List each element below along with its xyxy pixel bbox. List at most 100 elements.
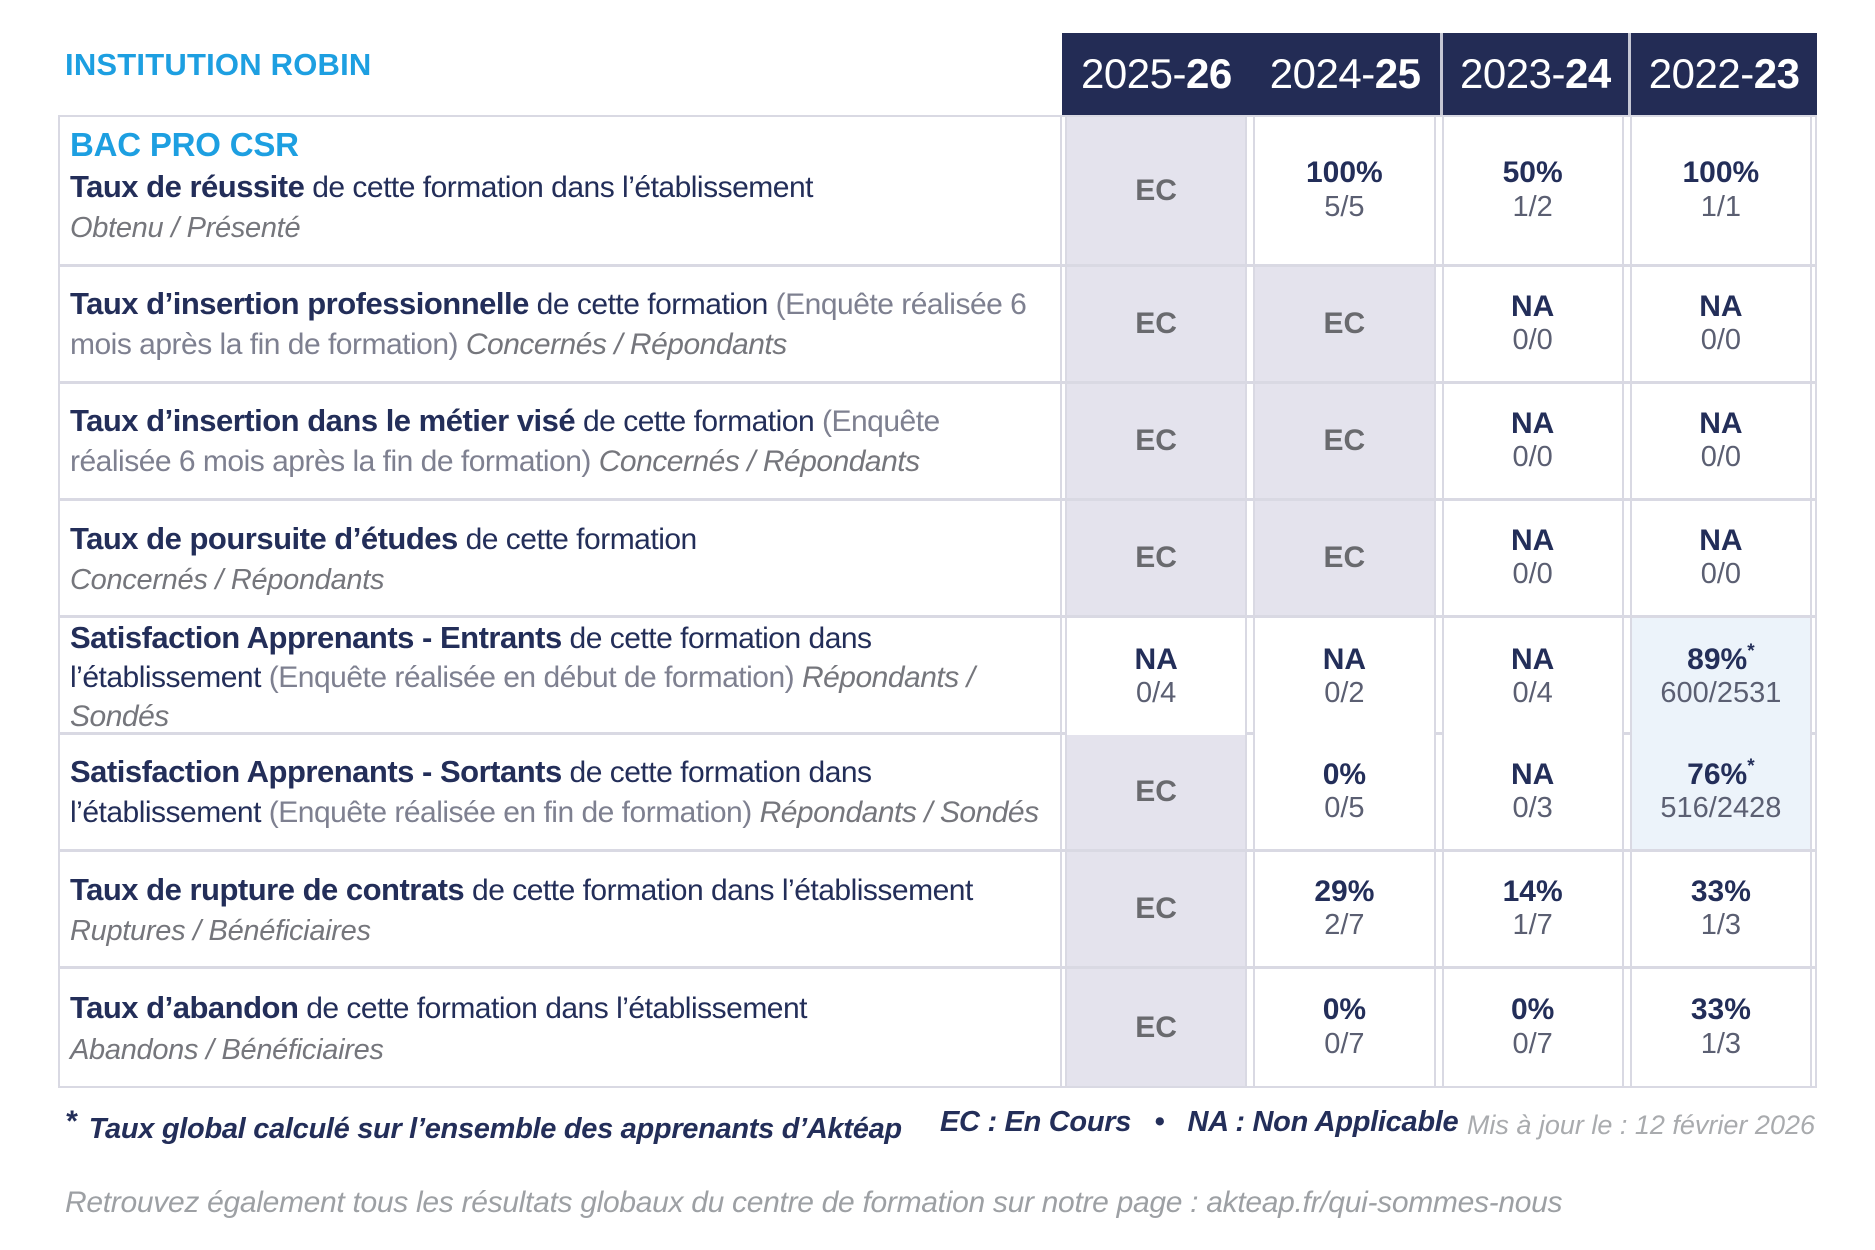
result-value: EC: [1135, 173, 1177, 207]
footnote-note: Taux global calculé sur l’ensemble des a…: [88, 1113, 902, 1145]
result-fraction: 0/0: [1700, 441, 1742, 474]
table-row: Taux d’insertion professionnelle de cett…: [60, 267, 1815, 384]
result-cell: NA 0/2: [1253, 618, 1436, 737]
row-label-line: Satisfaction Apprenants - Entrants de ce…: [70, 618, 1044, 736]
result-value: 100%: [1306, 156, 1383, 190]
row-survey-note: (Enquête réalisée en fin de formation): [268, 795, 760, 829]
table-row: Satisfaction Apprenants - Entrants de ce…: [60, 618, 1815, 737]
footnote-asterisk: *: [65, 1105, 77, 1138]
row-label-cell: Taux de rupture de contrats de cette for…: [60, 852, 1062, 966]
result-cell: 33% 1/3: [1629, 969, 1812, 1086]
result-cell: NA 0/3: [1441, 735, 1624, 849]
row-title: Taux d’insertion professionnelle: [70, 286, 529, 322]
year-header-bar: 2025- 26 2024- 25 2023- 24 2022- 23: [1062, 33, 1817, 115]
year-cell: 2023- 24: [1439, 33, 1629, 115]
year-cell: 2025- 26: [1062, 33, 1251, 115]
star-superscript: *: [1747, 640, 1755, 662]
legend-text: EC : En Cours • NA : Non Applicable: [940, 1106, 1459, 1138]
result-fraction: 516/2428: [1660, 792, 1782, 825]
result-value: 33%: [1690, 993, 1751, 1027]
result-value: NA: [1510, 642, 1555, 676]
row-description: de cette formation dans l’établissement: [304, 171, 813, 204]
result-value: EC: [1135, 775, 1177, 809]
row-label-cell: Taux d’insertion dans le métier visé de …: [60, 384, 1062, 498]
row-label-cell: Taux d’abandon de cette formation dans l…: [60, 969, 1062, 1086]
year-prefix: 2025-: [1081, 50, 1186, 97]
row-title: Satisfaction Apprenants - Sortants: [70, 754, 562, 790]
result-fraction: 5/5: [1324, 190, 1365, 223]
result-value: NA: [1134, 642, 1178, 676]
result-cell: 0% 0/7: [1441, 969, 1624, 1086]
result-value: NA: [1510, 523, 1555, 557]
result-fraction: 600/2531: [1660, 677, 1782, 710]
result-cell: EC: [1065, 384, 1248, 498]
result-value: 76%*: [1687, 755, 1755, 791]
row-label-cell: Taux d’insertion professionnelle de cett…: [60, 267, 1062, 381]
row-description: de cette formation dans l’établissement: [70, 622, 872, 695]
result-value: EC: [1323, 307, 1366, 341]
result-value: 0%: [1510, 993, 1555, 1027]
result-cell: 14% 1/7: [1441, 852, 1624, 966]
result-value: NA: [1699, 523, 1743, 557]
result-fraction: 1/3: [1700, 909, 1742, 942]
result-value: NA: [1510, 289, 1555, 323]
table-row: Satisfaction Apprenants - Sortants de ce…: [60, 735, 1815, 852]
row-description: de cette formation: [457, 522, 698, 556]
result-cell: 50% 1/2: [1441, 117, 1624, 264]
result-fraction: 0/7: [1512, 1027, 1553, 1060]
result-value: NA: [1510, 406, 1555, 440]
result-cell: EC: [1065, 852, 1248, 966]
result-cell: EC: [1253, 384, 1436, 498]
row-survey-note: (Enquête réalisée 6 mois après la fin de…: [70, 288, 1027, 361]
institution-title: INSTITUTION ROBIN: [65, 47, 372, 82]
row-label-cell: Taux de poursuite d’études de cette form…: [60, 501, 1062, 615]
result-value: EC: [1323, 541, 1366, 575]
result-fraction: 1/1: [1700, 190, 1742, 223]
result-value: 89%*: [1687, 640, 1755, 676]
year-suffix: 24: [1564, 50, 1611, 97]
row-label-cell: BAC PRO CSR Taux de réussite de cette for…: [60, 117, 1062, 264]
result-value: EC: [1323, 424, 1366, 458]
result-cell: 100% 1/1: [1629, 117, 1812, 264]
year-cell: 2022- 23: [1628, 33, 1817, 115]
result-value: 50%: [1502, 156, 1563, 190]
result-value: NA: [1699, 289, 1743, 323]
result-cell: NA 0/4: [1441, 618, 1624, 737]
row-title: Taux d’abandon: [70, 990, 299, 1026]
result-cell: 0% 0/5: [1253, 735, 1436, 849]
result-fraction: 0/0: [1512, 441, 1553, 474]
star-superscript: *: [1747, 755, 1755, 777]
result-cell: 100% 5/5: [1253, 117, 1436, 264]
bottom-note: Retrouvez également tous les résultats g…: [65, 1186, 1563, 1219]
result-value: 0%: [1322, 757, 1367, 791]
table-row: Taux d’insertion dans le métier visé de …: [60, 384, 1815, 501]
row-title: Taux de réussite: [70, 169, 305, 204]
footnote-row: * Taux global calculé sur l’ensemble des …: [65, 1105, 1817, 1149]
row-title: Satisfaction Apprenants - Entrants: [70, 620, 562, 655]
row-description: de cette formation dans l’établissement: [70, 756, 872, 829]
row-description: de cette formation dans l’établissement: [298, 992, 808, 1026]
result-cell: EC: [1065, 735, 1248, 849]
year-cell: 2024- 25: [1251, 33, 1440, 115]
result-fraction: 0/0: [1512, 558, 1553, 591]
row-title: Taux de poursuite d’études: [70, 520, 458, 556]
table-row: Taux de rupture de contrats de cette for…: [60, 852, 1815, 969]
result-cell: 89%* 600/2531: [1629, 618, 1812, 737]
result-value: 100%: [1682, 156, 1760, 190]
result-fraction: 2/7: [1324, 909, 1365, 942]
result-value: EC: [1135, 892, 1177, 926]
result-fraction: 1/3: [1700, 1027, 1742, 1060]
row-description: de cette formation dans l’établissement: [464, 873, 973, 907]
result-fraction: 0/5: [1324, 792, 1365, 825]
result-cell: NA 0/4: [1065, 618, 1248, 737]
result-cell: 76%* 516/2428: [1629, 735, 1812, 849]
result-fraction: 0/0: [1700, 558, 1742, 591]
table-row: Taux d’abandon de cette formation dans l…: [60, 969, 1815, 1086]
table-row: BAC PRO CSR Taux de réussite de cette for…: [60, 117, 1815, 267]
row-ratio-caption: Concernés / Répondants: [70, 564, 385, 597]
result-fraction: 1/7: [1512, 909, 1553, 942]
year-suffix: 25: [1374, 50, 1421, 97]
result-fraction: 0/4: [1512, 677, 1553, 710]
year-suffix: 23: [1753, 50, 1800, 97]
